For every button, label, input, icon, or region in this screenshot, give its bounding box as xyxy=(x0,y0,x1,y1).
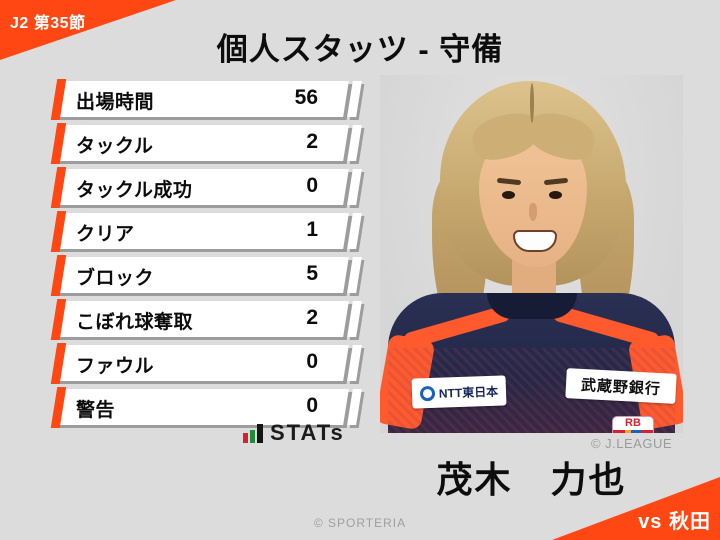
hair-part-line xyxy=(530,83,534,123)
opponent-label: vs 秋田 xyxy=(638,511,711,533)
stat-value: 0 xyxy=(306,394,318,417)
competition-badge: J2 第35節 xyxy=(10,15,86,32)
ntt-logo-icon xyxy=(419,385,436,401)
slash-decoration xyxy=(347,169,362,205)
stat-label: ブロック xyxy=(76,268,155,289)
stat-row: 出場時間 56 xyxy=(50,79,364,120)
stat-row: クリア 1 xyxy=(50,211,364,252)
stat-value: 2 xyxy=(306,306,318,329)
crest-initials: RB xyxy=(625,417,641,429)
jersey-collar xyxy=(487,293,577,319)
stat-label: こぼれ球奪取 xyxy=(76,312,194,333)
slash-decoration xyxy=(347,389,362,425)
nose xyxy=(529,203,537,221)
stat-label: クリア xyxy=(76,224,135,245)
stat-value: 5 xyxy=(306,262,318,285)
stat-row: ブロック 5 xyxy=(50,255,364,296)
sponsor-patch-left: NTT東日本 xyxy=(411,375,507,409)
stats-logo: STATs xyxy=(243,420,345,446)
stat-row: ファウル 0 xyxy=(50,343,364,384)
sponsor-right-text: 武蔵野銀行 xyxy=(580,376,662,398)
stat-label: 出場時間 xyxy=(76,92,155,113)
stat-value: 0 xyxy=(306,350,318,373)
slash-decoration xyxy=(347,301,362,337)
page-title: 個人スタッツ - 守備 xyxy=(216,32,504,67)
club-crest: RB xyxy=(612,416,654,433)
slash-decoration xyxy=(347,81,362,117)
stats-logo-text: STATs xyxy=(270,420,345,446)
stat-label: ファウル xyxy=(76,356,155,377)
smile xyxy=(513,230,557,252)
site-credit: © SPORTERIA xyxy=(313,516,407,530)
stat-label: タックル成功 xyxy=(76,180,193,201)
slash-decoration xyxy=(347,345,362,381)
stat-row: タックル 2 xyxy=(50,123,364,164)
stat-row: こぼれ球奪取 2 xyxy=(50,299,364,340)
crest-band xyxy=(613,430,653,433)
stat-label: 警告 xyxy=(76,400,116,421)
stat-value: 2 xyxy=(306,130,318,153)
slash-decoration xyxy=(347,125,362,161)
sponsor-left-text: NTT東日本 xyxy=(438,384,499,401)
stat-label: タックル xyxy=(76,136,154,157)
photo-credit: © J.LEAGUE xyxy=(590,436,672,451)
slash-decoration xyxy=(347,257,362,293)
player-name: 茂木 力也 xyxy=(436,459,627,500)
player-photo: NTT東日本 武蔵野銀行 RB xyxy=(380,75,683,433)
stat-value: 56 xyxy=(294,86,318,109)
eye-right xyxy=(549,191,562,199)
stat-row: 警告 0 xyxy=(50,387,364,428)
stat-value: 0 xyxy=(306,174,318,197)
eye-left xyxy=(502,191,515,199)
stat-value: 1 xyxy=(306,218,318,241)
slash-decoration xyxy=(347,213,362,249)
sponsor-patch-right: 武蔵野銀行 xyxy=(565,368,677,404)
jersey: NTT東日本 武蔵野銀行 RB xyxy=(380,293,683,433)
stat-row: タックル成功 0 xyxy=(50,167,364,208)
bar-chart-icon xyxy=(243,424,263,443)
